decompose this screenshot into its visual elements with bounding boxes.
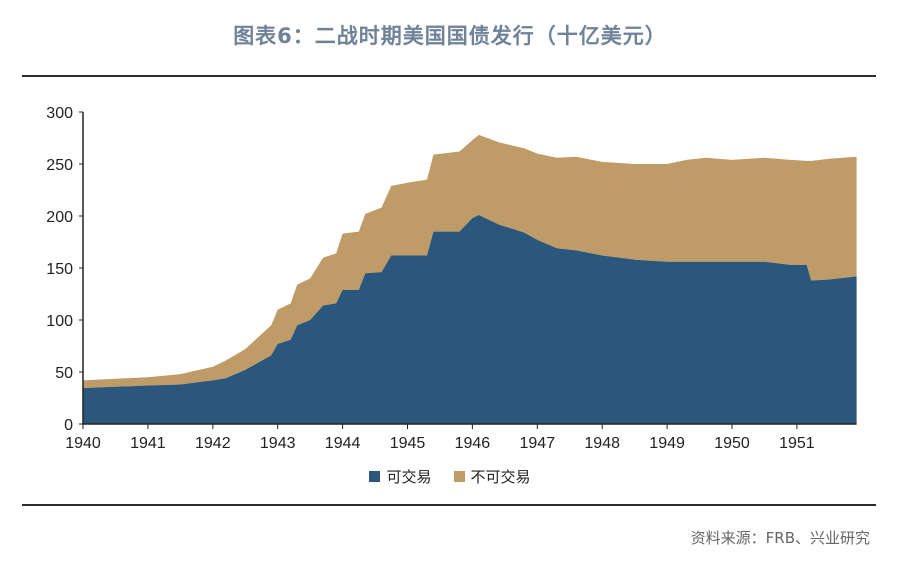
bottom-divider <box>22 504 876 506</box>
y-tick-label: 0 <box>64 417 73 434</box>
x-tick-label: 1943 <box>260 435 296 452</box>
y-tick-label: 150 <box>46 261 73 278</box>
area-nonmarketable <box>83 134 857 389</box>
legend-swatch-marketable <box>369 471 381 482</box>
x-tick-label: 1950 <box>714 435 750 452</box>
source-note: 资料来源：FRB、兴业研究 <box>690 529 870 547</box>
x-tick-label: 1945 <box>390 435 426 452</box>
legend-label-marketable: 可交易 <box>386 468 432 486</box>
x-tick-label: 1946 <box>455 435 491 452</box>
x-tick-label: 1949 <box>649 435 685 452</box>
x-tick-label: 1951 <box>779 435 815 452</box>
legend-label-nonmarketable: 不可交易 <box>470 468 531 486</box>
chart-title: 图表6：二战时期美国国债发行（十亿美元） <box>233 24 667 48</box>
x-tick-label: 1947 <box>520 435 556 452</box>
x-tick-label: 1941 <box>130 435 166 452</box>
x-tick-label: 1940 <box>65 435 101 452</box>
y-tick-label: 250 <box>46 157 73 174</box>
x-tick-label: 1944 <box>325 435 361 452</box>
y-tick-label: 100 <box>46 313 73 330</box>
legend-swatch-nonmarketable <box>453 471 465 482</box>
legend-item-marketable: 可交易 <box>369 466 432 487</box>
legend: 可交易 不可交易 <box>0 466 900 487</box>
y-tick-label: 50 <box>55 365 73 382</box>
x-tick-label: 1942 <box>195 435 231 452</box>
y-tick-label: 200 <box>46 209 73 226</box>
legend-item-nonmarketable: 不可交易 <box>453 466 531 487</box>
x-tick-label: 1948 <box>584 435 620 452</box>
y-tick-label: 300 <box>46 105 73 122</box>
area-marketable <box>83 214 857 424</box>
top-divider <box>22 75 876 77</box>
